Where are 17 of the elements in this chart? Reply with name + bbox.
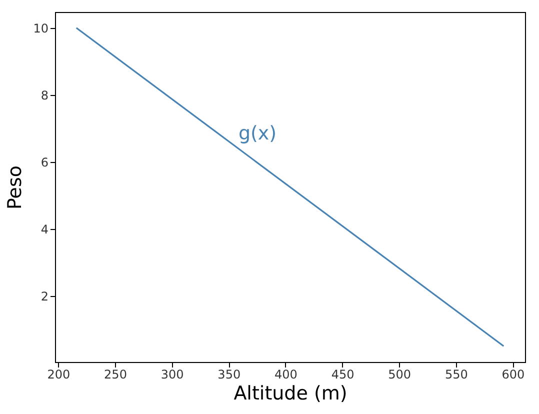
y-tick-label: 2 [40, 289, 48, 304]
x-tick-label: 550 [444, 368, 468, 382]
x-axis-title: Altitude (m) [234, 382, 348, 404]
x-tick-label: 250 [104, 368, 127, 382]
x-tick-label: 450 [331, 368, 354, 382]
y-tick-label: 6 [40, 155, 48, 170]
x-tick-label: 500 [388, 368, 412, 382]
x-tick-label: 400 [274, 368, 298, 382]
y-axis-title: Peso [4, 166, 26, 210]
x-tick-label: 300 [160, 368, 184, 382]
y-tick-label: 10 [33, 21, 48, 36]
x-tick-label: 600 [502, 368, 525, 382]
x-tick-label: 200 [47, 368, 70, 382]
x-tick-label: 350 [218, 368, 241, 382]
series-label: g(x) [238, 122, 277, 145]
y-tick-label: 8 [40, 88, 48, 102]
y-tick-label: 4 [40, 222, 48, 236]
